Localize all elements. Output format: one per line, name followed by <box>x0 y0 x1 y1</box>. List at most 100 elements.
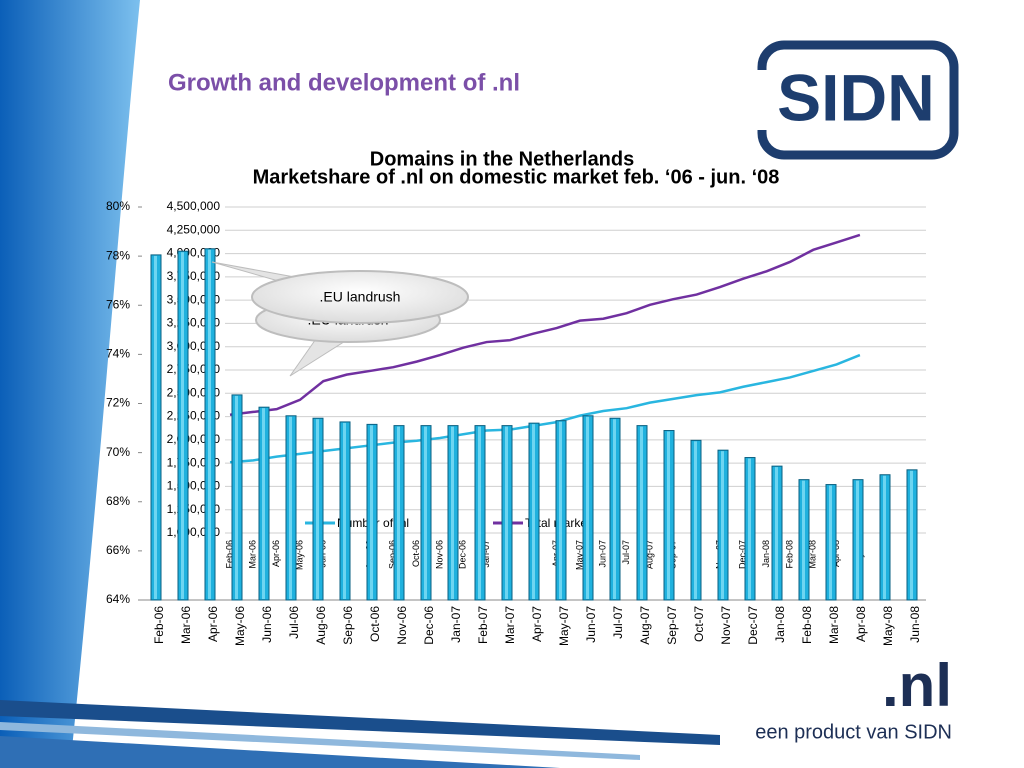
x-tick-label: Sep-06 <box>341 606 355 645</box>
x-tick-label: Dec-07 <box>746 606 760 645</box>
bar-shine <box>694 441 697 599</box>
x-tick-label: May-08 <box>881 606 895 646</box>
bar-shine <box>829 485 832 599</box>
x-tick-label: Dec-06 <box>422 606 436 645</box>
x-tick-label: May-06 <box>294 540 304 570</box>
bar-shine <box>802 480 805 599</box>
x-tick-label: Mar-08 <box>827 606 841 644</box>
bar-shine <box>586 416 589 599</box>
charts: 1,000,0001,250,0001,500,0001,750,0002,00… <box>106 148 926 646</box>
x-tick-label: Aug-07 <box>644 540 654 569</box>
x-tick-label: Sep-07 <box>665 606 679 645</box>
bar-shine <box>181 252 184 599</box>
bar-shine <box>370 425 373 599</box>
x-tick-label: Apr-06 <box>271 540 281 567</box>
y-tick-label: 72% <box>106 396 130 410</box>
line-series <box>229 233 861 416</box>
bar-shine <box>262 408 265 599</box>
x-tick-label: Oct-06 <box>368 606 382 642</box>
x-tick-label: Feb-08 <box>784 540 794 569</box>
chart-title: Marketshare of .nl on domestic market fe… <box>253 166 780 188</box>
bar-shine <box>883 475 886 599</box>
bar-shine <box>424 426 427 599</box>
slide-title: Growth and development of .nl <box>168 69 520 96</box>
footer-logo: .nl <box>882 652 952 719</box>
y-tick-label: 4,250,000 <box>167 222 221 236</box>
y-tick-label: 78% <box>106 248 130 262</box>
bar-shine <box>397 426 400 599</box>
x-tick-label: Jul-07 <box>621 540 631 565</box>
bar-shine <box>289 416 292 599</box>
x-tick-label: Mar-07 <box>503 606 517 644</box>
bar-shine <box>721 451 724 599</box>
x-tick-label: Feb-08 <box>800 606 814 644</box>
bar-shine <box>208 249 211 599</box>
stripe <box>0 736 560 768</box>
x-tick-label: Aug-07 <box>638 606 652 645</box>
x-tick-label: Jan-07 <box>449 606 463 643</box>
bar-shine <box>775 467 778 599</box>
x-tick-label: Mar-06 <box>248 540 258 569</box>
x-tick-label: Jun-08 <box>908 606 922 643</box>
bar-shine <box>640 426 643 599</box>
y-tick-label: 74% <box>106 347 130 361</box>
bar-shine <box>343 422 346 599</box>
x-tick-label: Feb-06 <box>152 606 166 644</box>
bar-shine <box>451 426 454 599</box>
x-tick-label: Jun-07 <box>584 606 598 643</box>
stripe <box>0 700 720 745</box>
x-tick-label: Jan-08 <box>761 540 771 568</box>
bar-shine <box>667 431 670 599</box>
x-tick-label: May-07 <box>557 606 571 646</box>
callout <box>251 270 469 324</box>
bar-shine <box>532 424 535 599</box>
logo-gap <box>752 70 782 130</box>
left-swoosh <box>0 0 140 768</box>
bar-shine <box>910 470 913 599</box>
logo: SIDN <box>777 60 935 134</box>
x-tick-label: Dec-07 <box>738 540 748 569</box>
callout-text: .EU landrush <box>320 289 401 305</box>
bar-shine <box>559 421 562 599</box>
x-tick-label: Dec-06 <box>458 540 468 569</box>
x-tick-label: Oct-07 <box>692 606 706 642</box>
x-tick-label: Jun-06 <box>260 606 274 643</box>
chart-title: Domains in the Netherlands <box>370 148 635 170</box>
bar-shine <box>613 419 616 599</box>
x-tick-label: Jan-08 <box>773 606 787 643</box>
x-tick-label: Sep-06 <box>388 540 398 569</box>
x-tick-label: Feb-06 <box>224 540 234 569</box>
bar-shine <box>478 426 481 599</box>
x-tick-label: May-06 <box>233 606 247 646</box>
bar-shine <box>316 419 319 599</box>
x-tick-label: Jun-07 <box>598 540 608 568</box>
x-tick-label: Mar-08 <box>808 540 818 569</box>
bar-shine <box>856 480 859 599</box>
x-tick-label: Jul-06 <box>287 606 301 639</box>
x-tick-label: Apr-08 <box>854 606 868 642</box>
y-tick-label: 4,500,000 <box>167 199 221 213</box>
bar-shine <box>154 255 157 599</box>
y-tick-label: 66% <box>106 543 130 557</box>
x-tick-label: May-07 <box>574 540 584 570</box>
y-tick-label: 70% <box>106 445 130 459</box>
x-tick-label: Jul-07 <box>611 606 625 639</box>
y-tick-label: 80% <box>106 199 130 213</box>
bar-shine <box>235 395 238 599</box>
x-tick-label: Mar-06 <box>179 606 193 644</box>
x-tick-label: Oct-06 <box>411 540 421 567</box>
footer-text: een product van SIDN <box>755 721 952 743</box>
x-tick-label: Apr-06 <box>206 606 220 642</box>
x-tick-label: Nov-07 <box>719 606 733 645</box>
x-tick-label: Jan-07 <box>481 540 491 568</box>
y-tick-label: 68% <box>106 494 130 508</box>
bar-shine <box>748 458 751 599</box>
x-tick-label: Nov-06 <box>434 540 444 569</box>
line-series <box>229 353 861 464</box>
x-tick-label: Feb-07 <box>476 606 490 644</box>
y-tick-label: 76% <box>106 297 130 311</box>
x-tick-label: Apr-07 <box>530 606 544 642</box>
